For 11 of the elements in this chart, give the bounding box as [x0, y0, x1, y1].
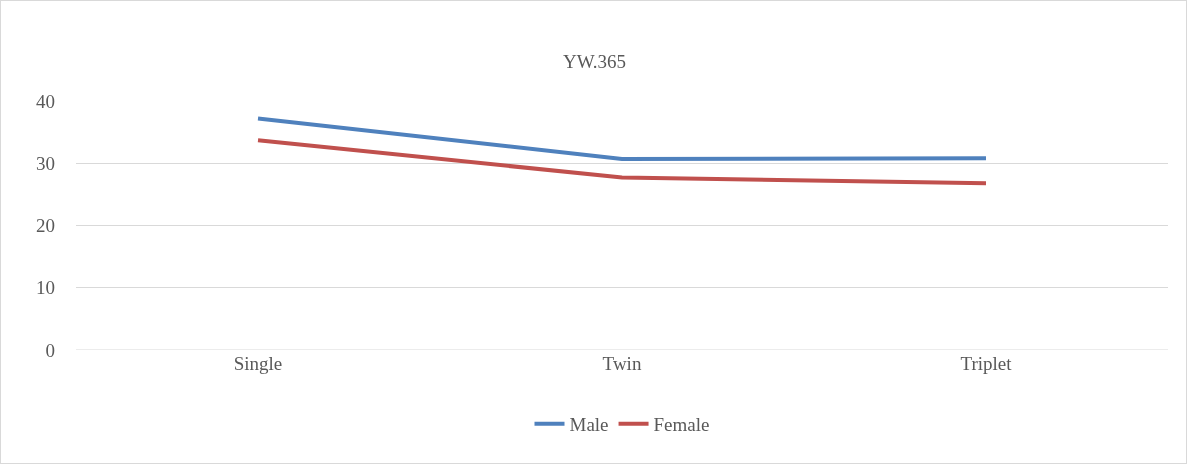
- y-tick-label: 0: [45, 339, 55, 361]
- legend-label: Female: [653, 414, 710, 436]
- x-tick-label: Twin: [602, 353, 642, 374]
- y-tick-label: 20: [36, 215, 55, 237]
- chart-title: YW.365: [562, 50, 627, 72]
- y-tick-label: 10: [36, 277, 55, 299]
- x-tick-label: Triplet: [960, 353, 1013, 374]
- x-tick-label: Single: [233, 353, 283, 374]
- y-tick-label: 40: [36, 90, 55, 112]
- y-tick-label: 30: [36, 152, 55, 174]
- legend-label: Male: [569, 414, 609, 436]
